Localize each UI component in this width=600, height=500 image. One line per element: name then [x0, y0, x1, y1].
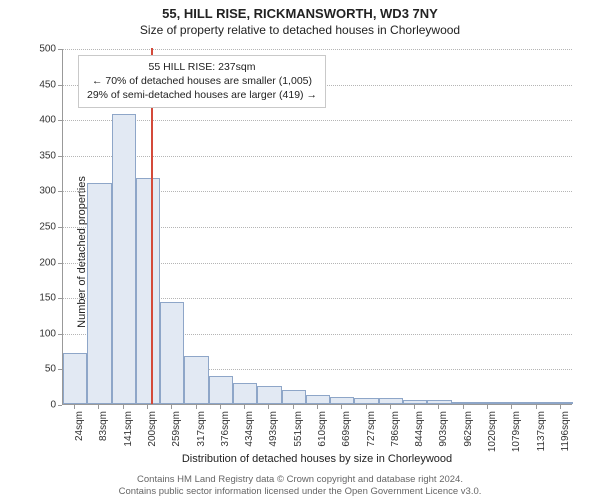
y-tick-label: 200: [6, 257, 56, 268]
x-tick-mark: [171, 405, 172, 409]
marker-info-box: 55 HILL RISE: 237sqm← 70% of detached ho…: [78, 55, 326, 108]
chart-title-main: 55, HILL RISE, RICKMANSWORTH, WD3 7NY: [0, 0, 600, 21]
gridline-h: [63, 49, 572, 50]
histogram-bar: [209, 376, 233, 404]
x-tick-label: 727sqm: [366, 411, 377, 471]
x-tick-mark: [317, 405, 318, 409]
chart-area: Number of detached properties Distributi…: [0, 37, 600, 467]
x-tick-mark: [244, 405, 245, 409]
y-tick-label: 0: [6, 400, 56, 411]
chart-title-sub: Size of property relative to detached ho…: [0, 21, 600, 37]
y-tick-mark: [58, 298, 62, 299]
x-tick-mark: [98, 405, 99, 409]
histogram-bar: [112, 114, 136, 404]
x-tick-label: 962sqm: [463, 411, 474, 471]
x-tick-label: 83sqm: [98, 411, 109, 471]
x-tick-label: 1020sqm: [487, 411, 498, 471]
x-tick-label: 1079sqm: [511, 411, 522, 471]
y-tick-label: 250: [6, 222, 56, 233]
x-tick-mark: [487, 405, 488, 409]
histogram-bar: [379, 398, 403, 404]
histogram-bar: [184, 356, 208, 404]
histogram-bar: [87, 183, 111, 404]
histogram-bar: [427, 400, 451, 404]
x-tick-mark: [366, 405, 367, 409]
y-tick-label: 350: [6, 150, 56, 161]
y-tick-label: 400: [6, 115, 56, 126]
x-tick-label: 610sqm: [317, 411, 328, 471]
x-tick-mark: [414, 405, 415, 409]
y-tick-mark: [58, 120, 62, 121]
x-tick-label: 551sqm: [293, 411, 304, 471]
x-tick-label: 200sqm: [147, 411, 158, 471]
x-tick-label: 903sqm: [438, 411, 449, 471]
histogram-bar: [403, 400, 427, 404]
y-tick-mark: [58, 49, 62, 50]
y-tick-label: 100: [6, 328, 56, 339]
y-tick-mark: [58, 405, 62, 406]
x-tick-mark: [196, 405, 197, 409]
marker-info-line2: ← 70% of detached houses are smaller (1,…: [87, 74, 317, 88]
x-tick-label: 317sqm: [196, 411, 207, 471]
y-tick-mark: [58, 85, 62, 86]
marker-info-line1: 55 HILL RISE: 237sqm: [87, 60, 317, 74]
histogram-bar: [500, 402, 524, 404]
histogram-bar: [354, 398, 378, 404]
x-tick-label: 786sqm: [390, 411, 401, 471]
x-tick-mark: [536, 405, 537, 409]
y-tick-label: 500: [6, 44, 56, 55]
x-tick-mark: [123, 405, 124, 409]
x-tick-label: 844sqm: [414, 411, 425, 471]
x-tick-label: 259sqm: [171, 411, 182, 471]
y-tick-mark: [58, 263, 62, 264]
x-tick-mark: [268, 405, 269, 409]
attribution-footer: Contains HM Land Registry data © Crown c…: [0, 474, 600, 498]
y-tick-mark: [58, 334, 62, 335]
x-tick-label: 141sqm: [123, 411, 134, 471]
histogram-bar: [257, 386, 281, 404]
x-tick-label: 1196sqm: [560, 411, 571, 471]
y-tick-mark: [58, 191, 62, 192]
histogram-bar: [306, 395, 330, 404]
x-tick-label: 376sqm: [220, 411, 231, 471]
x-tick-mark: [74, 405, 75, 409]
y-tick-mark: [58, 227, 62, 228]
y-tick-label: 450: [6, 79, 56, 90]
x-tick-mark: [511, 405, 512, 409]
x-tick-mark: [293, 405, 294, 409]
x-tick-label: 24sqm: [74, 411, 85, 471]
x-tick-label: 434sqm: [244, 411, 255, 471]
gridline-h: [63, 120, 572, 121]
histogram-bar: [136, 178, 160, 404]
marker-info-line3: 29% of semi-detached houses are larger (…: [87, 88, 317, 102]
histogram-bar: [452, 402, 476, 404]
x-tick-mark: [463, 405, 464, 409]
footer-line-2: Contains public sector information licen…: [0, 486, 600, 498]
y-tick-mark: [58, 369, 62, 370]
gridline-h: [63, 156, 572, 157]
histogram-bar: [63, 353, 87, 404]
y-tick-mark: [58, 156, 62, 157]
histogram-bar: [476, 402, 500, 404]
y-tick-label: 50: [6, 364, 56, 375]
x-tick-mark: [560, 405, 561, 409]
histogram-bar: [160, 302, 184, 404]
histogram-bar: [549, 402, 573, 404]
x-tick-mark: [147, 405, 148, 409]
x-tick-mark: [220, 405, 221, 409]
histogram-bar: [282, 390, 306, 404]
histogram-bar: [233, 383, 257, 404]
x-tick-label: 669sqm: [341, 411, 352, 471]
footer-line-1: Contains HM Land Registry data © Crown c…: [0, 474, 600, 486]
x-tick-label: 493sqm: [268, 411, 279, 471]
histogram-bar: [524, 402, 548, 404]
histogram-bar: [330, 397, 354, 404]
y-tick-label: 300: [6, 186, 56, 197]
y-tick-label: 150: [6, 293, 56, 304]
x-tick-mark: [390, 405, 391, 409]
x-tick-mark: [341, 405, 342, 409]
x-tick-label: 1137sqm: [536, 411, 547, 471]
x-tick-mark: [438, 405, 439, 409]
